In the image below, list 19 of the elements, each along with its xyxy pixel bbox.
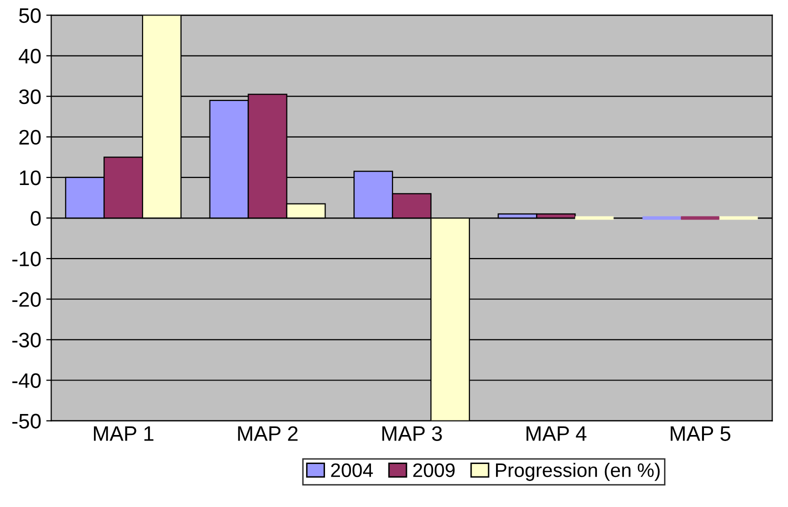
y-tick-label: 50 <box>19 8 41 23</box>
y-tick-label: 20 <box>19 130 41 145</box>
legend-label: 2004 <box>331 463 373 478</box>
y-tick-label: 10 <box>20 170 41 186</box>
x-tick-label: MAP 1 <box>94 426 154 441</box>
legend-label: Progression (en %) <box>496 462 660 481</box>
y-tick-label: -20 <box>12 292 41 307</box>
y-tick-label: -10 <box>12 252 41 266</box>
y-tick-label: -50 <box>12 414 41 429</box>
y-tick-label: -30 <box>12 332 41 348</box>
y-tick-label: 0 <box>30 211 41 226</box>
x-tick-label: MAP 4 <box>526 426 586 441</box>
y-tick-label: 30 <box>19 89 41 104</box>
y-tick-label: -40 <box>12 373 41 388</box>
y-tick-label: 40 <box>18 48 41 64</box>
x-tick-label: MAP 5 <box>670 426 730 441</box>
x-tick-label: MAP 3 <box>382 426 442 441</box>
x-tick-label: MAP 2 <box>238 426 298 441</box>
legend-label: 2009 <box>413 463 455 478</box>
